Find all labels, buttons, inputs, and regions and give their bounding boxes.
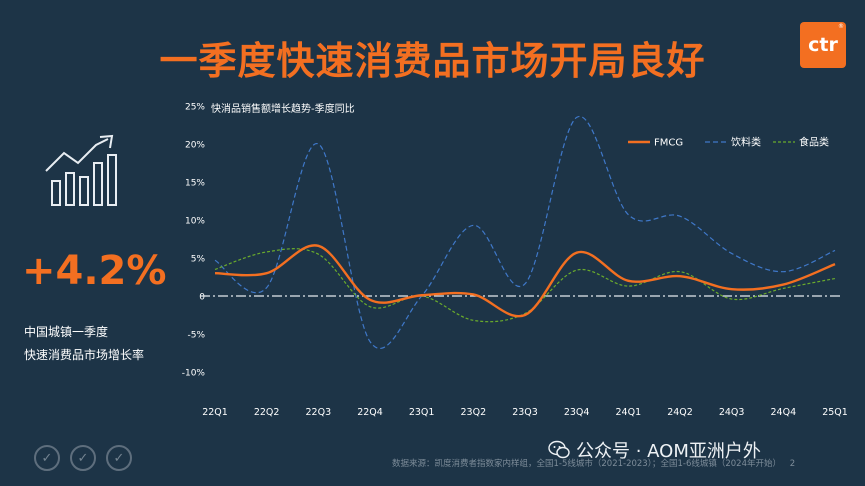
x-tick-label: 23Q2	[461, 407, 487, 418]
x-tick-label: 24Q1	[616, 407, 642, 418]
chart-title: 快消品销售额增长趋势-季度同比	[211, 102, 355, 115]
growth-desc-line2: 快速消费品市场增长率	[24, 348, 145, 362]
legend-item-fmcg-label: FMCG	[654, 138, 683, 149]
certification-badge: ✓	[34, 445, 60, 471]
page-title: 一季度快速消费品市场开局良好	[159, 39, 706, 83]
page-number: 2	[789, 459, 796, 469]
certification-badge: ✓	[70, 445, 96, 471]
growth-rate-value: +4.2%	[22, 248, 167, 294]
legend-item-food-label: 食品类	[799, 136, 829, 149]
y-tick-label: 0	[199, 293, 205, 303]
y-tick-label: 20%	[185, 141, 205, 151]
x-tick-label: 23Q3	[512, 407, 538, 418]
series-line-beverage	[214, 115, 836, 350]
logo-registered-mark: ®	[838, 23, 844, 30]
bar-growth-arrow-icon	[45, 134, 117, 206]
y-tick-label: -10%	[182, 369, 206, 379]
x-tick-label: 22Q4	[357, 407, 383, 418]
x-tick-label: 22Q2	[254, 407, 280, 418]
y-tick-label: 10%	[185, 217, 205, 227]
y-tick-label: 25%	[185, 103, 205, 113]
x-tick-label: 22Q1	[202, 407, 228, 418]
growth-desc-line1: 中国城镇一季度	[24, 325, 109, 339]
x-tick-label: 25Q1	[822, 407, 848, 418]
x-tick-label: 24Q3	[719, 407, 745, 418]
watermark-text: 公众号 · AOM亚洲户外	[576, 441, 761, 462]
certification-badge: ✓	[106, 445, 132, 471]
y-tick-label: 15%	[185, 179, 205, 189]
data-source-note: 数据来源：凯度消费者指数家内样组，全国1-5线城市（2021-2023）；全国1…	[392, 457, 795, 469]
legend-item-beverage-label: 饮料类	[731, 136, 761, 149]
x-tick-label: 23Q4	[564, 407, 590, 418]
watermark: 公众号 · AOM亚洲户外	[548, 437, 761, 463]
y-tick-label: -5%	[187, 331, 205, 341]
brand-logo: ctr ®	[800, 22, 846, 68]
x-tick-label: 24Q4	[771, 407, 797, 418]
series-line-fmcg	[214, 244, 836, 318]
logo-text: ctr	[808, 34, 838, 56]
wechat-icon	[548, 440, 570, 459]
series-line-food	[214, 248, 836, 323]
y-tick-label: 5%	[191, 255, 206, 265]
x-tick-label: 23Q1	[409, 407, 435, 418]
source-text: 数据来源：凯度消费者指数家内样组，全国1-5线城市（2021-2023）；全国1…	[392, 459, 781, 469]
x-tick-label: 24Q2	[667, 407, 693, 418]
x-tick-label: 22Q3	[306, 407, 332, 418]
